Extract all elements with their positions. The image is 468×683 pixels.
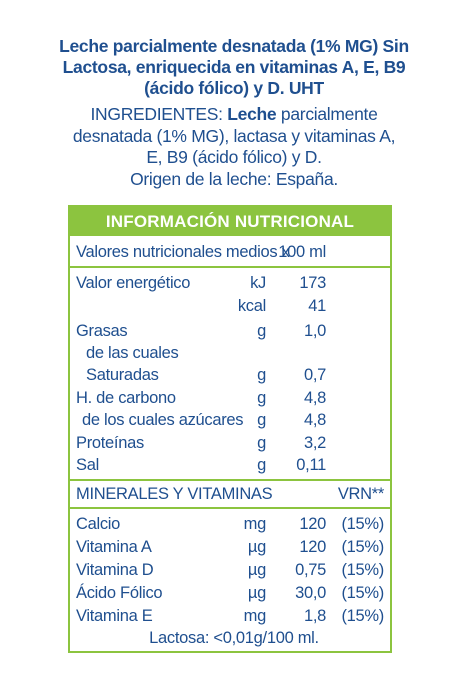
product-title: Leche parcialmente desnatada (1% MG) Sin…: [0, 36, 468, 99]
nutrient-value: 1,0: [303, 322, 326, 340]
table-row: Calcio mg 120 (15%): [70, 514, 390, 535]
nutrient-name: Grasas: [76, 322, 128, 340]
mineral-vrn: (15%): [341, 607, 384, 625]
mineral-vrn: (15%): [341, 515, 384, 533]
table-row: Sal g 0,11: [70, 455, 390, 476]
subheader-label: Valores nutricionales medios x: [76, 243, 290, 261]
ingredients-highlight: Leche: [227, 104, 277, 124]
nutrient-value: 0,11: [296, 456, 326, 474]
nutrient-value: 4,8: [303, 389, 326, 407]
minerals-header: MINERALES Y VITAMINAS: [76, 485, 273, 503]
table-row: Ácido Fólico µg 30,0 (15%): [70, 583, 390, 604]
mineral-name: Calcio: [76, 515, 121, 533]
table-row: Saturadas g 0,7: [70, 365, 390, 386]
table-row: H. de carbono g 4,8: [70, 388, 390, 409]
nutrient-name: Valor energético: [76, 274, 191, 292]
table-row: kcal 41: [70, 296, 390, 317]
table-divider: [70, 507, 390, 509]
nutrient-unit: g: [257, 322, 266, 340]
mineral-unit: µg: [247, 538, 266, 556]
subheader-value: 100 ml: [278, 243, 326, 261]
ingredients-line-1: INGREDIENTES: Leche parcialmente: [0, 104, 468, 126]
table-divider: [70, 266, 390, 268]
minerals-header-row: MINERALES Y VITAMINAS VRN**: [70, 484, 390, 505]
lactose-note: Lactosa: <0,01g/100 ml.: [149, 629, 319, 647]
mineral-unit: mg: [243, 607, 267, 625]
table-subheader: Valores nutricionales medios x 100 ml: [70, 242, 390, 263]
ingredients-label: INGREDIENTES:: [90, 104, 223, 124]
mineral-value: 120: [299, 538, 326, 556]
product-title-line-2: Lactosa, enriquecida en vitaminas A, E, …: [62, 57, 406, 77]
table-row: Vitamina A µg 120 (15%): [70, 537, 390, 558]
mineral-value: 30,0: [295, 584, 326, 602]
mineral-value: 0,75: [295, 561, 326, 579]
mineral-unit: µg: [247, 584, 266, 602]
table-row: Vitamina E mg 1,8 (15%): [70, 606, 390, 627]
milk-origin: Origen de la leche: España.: [130, 168, 338, 189]
mineral-vrn: (15%): [341, 561, 384, 579]
nutrient-unit: kJ: [250, 274, 266, 292]
table-divider: [70, 479, 390, 481]
ingredients-block: INGREDIENTES: Leche parcialmente desnata…: [0, 104, 468, 190]
nutrient-unit: g: [257, 411, 266, 429]
product-title-line-3: (ácido fólico) y D. UHT: [144, 78, 324, 98]
nutrient-name: de los cuales azúcares: [82, 411, 244, 429]
mineral-unit: µg: [247, 561, 266, 579]
table-row: Valor energético kJ 173: [70, 273, 390, 294]
nutrient-name: Saturadas: [86, 366, 159, 384]
mineral-vrn: (15%): [341, 584, 384, 602]
table-row: de los cuales azúcares g 4,8: [70, 410, 390, 431]
table-row: Grasas g 1,0: [70, 321, 390, 342]
nutrient-name: Sal: [76, 456, 99, 474]
mineral-name: Ácido Fólico: [76, 584, 163, 602]
nutrient-unit: kcal: [237, 297, 266, 315]
nutrient-value: 4,8: [303, 411, 326, 429]
nutrient-value: 0,7: [303, 366, 326, 384]
mineral-value: 1,8: [303, 607, 326, 625]
nutrient-value: 173: [299, 274, 326, 292]
nutrient-value: 3,2: [303, 434, 326, 452]
mineral-name: Vitamina D: [76, 561, 154, 579]
nutrient-name: Proteínas: [76, 434, 144, 452]
ingredients-line-1-rest: parcialmente: [280, 104, 378, 124]
mineral-unit: mg: [243, 515, 267, 533]
ingredients-line-3: E, B9 (ácido fólico) y D.: [146, 147, 322, 167]
nutrient-unit: g: [257, 456, 266, 474]
mineral-name: Vitamina E: [76, 607, 153, 625]
mineral-value: 120: [299, 515, 326, 533]
product-title-line-1: Leche parcialmente desnatada (1% MG) Sin: [59, 36, 409, 56]
nutrient-value: 41: [308, 297, 326, 315]
nutrient-unit: g: [257, 366, 266, 384]
nutrition-table: INFORMACIÓN NUTRICIONAL Valores nutricio…: [68, 205, 392, 653]
vrn-header: VRN**: [337, 485, 384, 503]
mineral-name: Vitamina A: [76, 538, 152, 556]
nutrient-name: de las cuales: [86, 344, 179, 362]
nutrient-name: H. de carbono: [76, 389, 176, 407]
table-row: de las cuales: [70, 343, 390, 364]
ingredients-line-2: desnatada (1% MG), lactasa y vitaminas A…: [72, 125, 396, 146]
table-row: Proteínas g 3,2: [70, 433, 390, 454]
nutrition-table-title: INFORMACIÓN NUTRICIONAL: [70, 207, 390, 236]
nutrient-unit: g: [257, 434, 266, 452]
mineral-vrn: (15%): [341, 538, 384, 556]
table-row: Vitamina D µg 0,75 (15%): [70, 560, 390, 581]
nutrient-unit: g: [257, 389, 266, 407]
